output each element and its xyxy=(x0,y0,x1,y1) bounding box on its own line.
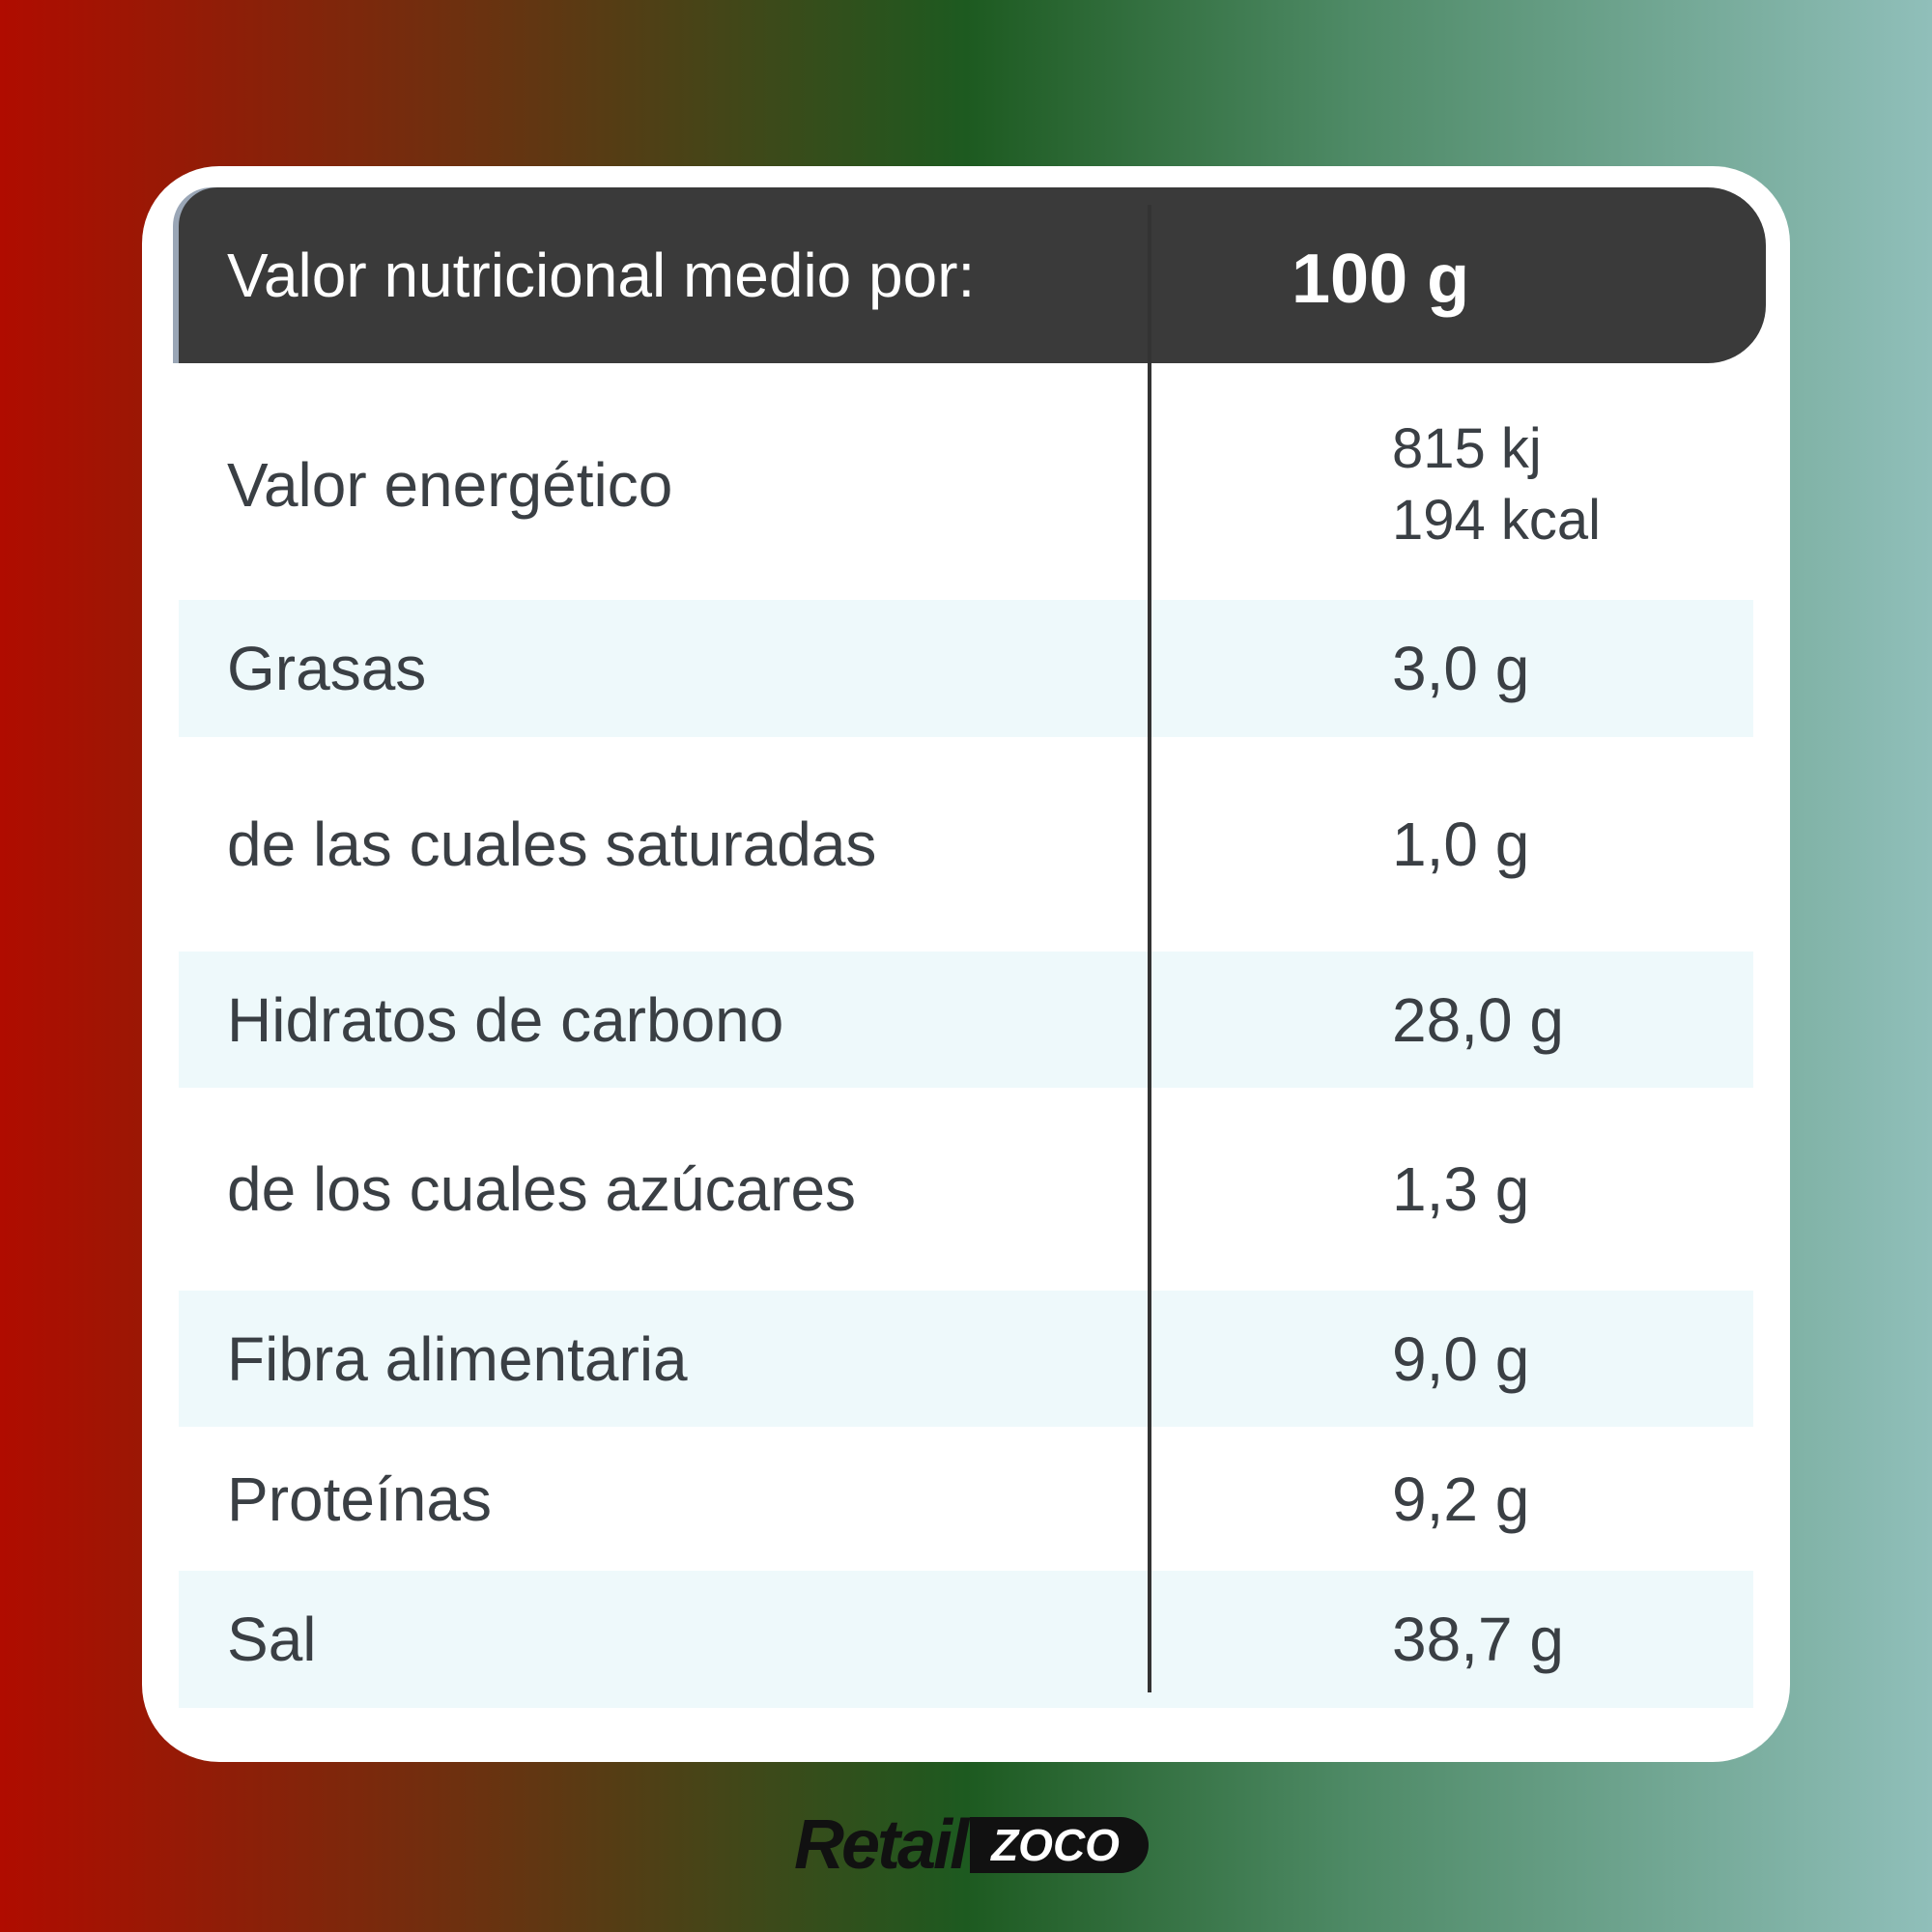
table-header: Valor nutricional medio por: 100 g xyxy=(179,187,1766,363)
logo-tag: ZOCO xyxy=(970,1817,1149,1873)
nutrient-value: 1,3 g xyxy=(1392,1153,1529,1225)
nutrient-label: Fibra alimentaria xyxy=(227,1323,688,1394)
nutrient-label: Sal xyxy=(227,1605,317,1674)
value-line: 9,2 g xyxy=(1392,1463,1530,1534)
value-line: 1,0 g xyxy=(1392,810,1530,879)
value-line: 815 kj xyxy=(1392,417,1542,480)
table-row: Proteínas 9,2 g xyxy=(179,1427,1753,1571)
header-value: 100 g xyxy=(1292,241,1470,318)
nutrient-value: 815 kj 194 kcal xyxy=(1392,413,1601,556)
table-row: Grasas 3,0 g xyxy=(179,600,1753,737)
logo: Retail ZOCO xyxy=(794,1806,1149,1884)
nutrient-label: de las cuales saturadas xyxy=(227,810,877,879)
value-line: 3,0 g xyxy=(1392,634,1530,703)
value-line: 9,0 g xyxy=(1392,1323,1530,1394)
value-line: 28,0 g xyxy=(1392,984,1564,1055)
column-divider xyxy=(1148,205,1151,1692)
logo-brand: Retail xyxy=(794,1806,969,1884)
nutrient-value: 9,0 g xyxy=(1392,1323,1529,1395)
table-row: de las cuales saturadas 1,0 g xyxy=(179,737,1753,952)
value-line: 194 kcal xyxy=(1392,489,1602,552)
value-line: 1,3 g xyxy=(1392,1154,1530,1224)
nutrition-card: Valor nutricional medio por: 100 g Valor… xyxy=(142,166,1790,1762)
nutrient-label: Proteínas xyxy=(227,1463,492,1534)
table-row: Fibra alimentaria 9,0 g xyxy=(179,1291,1753,1427)
nutrient-value: 3,0 g xyxy=(1392,633,1529,704)
table-row: Valor energético 815 kj 194 kcal xyxy=(179,370,1753,600)
nutrient-label: Hidratos de carbono xyxy=(227,984,784,1055)
nutrient-value: 1,0 g xyxy=(1392,809,1529,880)
table-row: Sal 38,7 g xyxy=(179,1571,1753,1708)
table-row: Hidratos de carbono 28,0 g xyxy=(179,952,1753,1088)
nutrient-label: de los cuales azúcares xyxy=(227,1154,857,1224)
nutrient-label: Valor energético xyxy=(227,450,673,520)
value-line: 38,7 g xyxy=(1392,1605,1564,1674)
header-label: Valor nutricional medio por: xyxy=(227,241,976,310)
table-row: de los cuales azúcares 1,3 g xyxy=(179,1088,1753,1291)
nutrient-value: 28,0 g xyxy=(1392,984,1564,1056)
nutrient-value: 38,7 g xyxy=(1392,1604,1564,1675)
nutrient-value: 9,2 g xyxy=(1392,1463,1529,1535)
nutrient-label: Grasas xyxy=(227,634,427,703)
